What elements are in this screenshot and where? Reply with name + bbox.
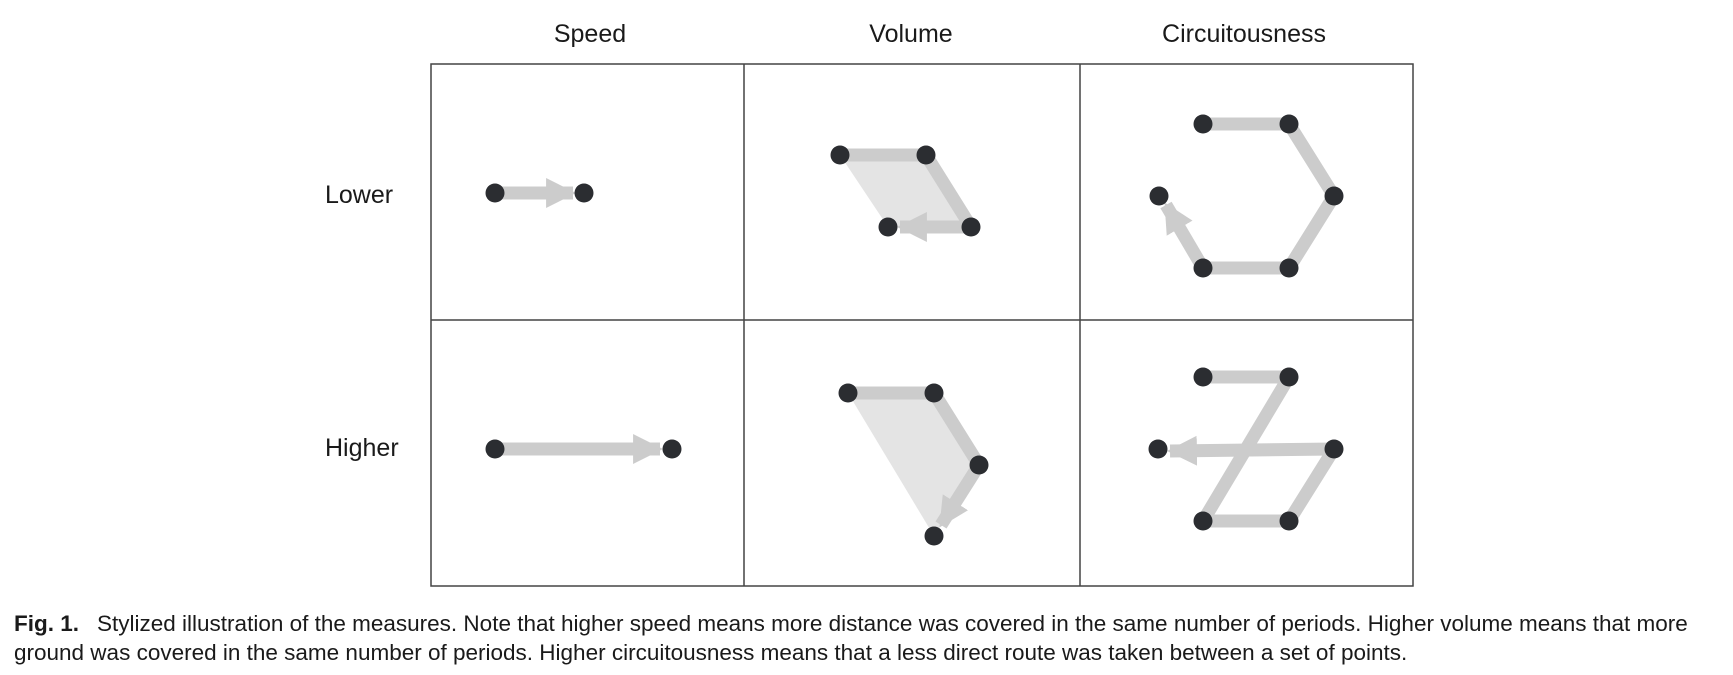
- movement-arrow: [935, 461, 985, 529]
- panel-speed-lower: [485, 178, 594, 208]
- location-point: [1279, 367, 1299, 387]
- measures-figure: Speed Volume Circuitousness Lower Higher: [325, 20, 1414, 587]
- location-point: [1279, 511, 1299, 531]
- location-point: [916, 145, 936, 165]
- location-point: [924, 383, 944, 403]
- location-point: [924, 526, 944, 546]
- location-point: [1324, 186, 1344, 206]
- location-point: [1324, 439, 1344, 459]
- location-point: [1193, 258, 1213, 278]
- location-point: [1193, 367, 1213, 387]
- panel-volume-lower: [830, 145, 981, 242]
- location-point: [1279, 114, 1299, 134]
- figure-label: Fig. 1.: [14, 611, 80, 636]
- caption-text: Stylized illustration of the measures. N…: [14, 611, 1688, 665]
- covered-area: [840, 155, 971, 227]
- row-header-lower: Lower: [325, 181, 393, 209]
- location-point: [1148, 439, 1168, 459]
- location-point: [485, 183, 505, 203]
- movement-path: [1203, 117, 1341, 275]
- location-point: [1149, 186, 1169, 206]
- location-point: [662, 439, 682, 459]
- location-point: [1193, 511, 1213, 531]
- location-point: [574, 183, 594, 203]
- location-point: [838, 383, 858, 403]
- location-point: [1279, 258, 1299, 278]
- location-point: [961, 217, 981, 237]
- location-point: [969, 455, 989, 475]
- panel-circuitousness-lower: [1149, 114, 1344, 278]
- location-point: [830, 145, 850, 165]
- column-header-volume: Volume: [869, 20, 952, 48]
- column-header-circuitousness: Circuitousness: [1162, 20, 1326, 48]
- location-point: [1193, 114, 1213, 134]
- panel-volume-higher: [838, 383, 989, 546]
- location-point: [485, 439, 505, 459]
- movement-path: [920, 151, 977, 231]
- figure-caption: Fig. 1. Stylized illustration of the meas…: [14, 609, 1729, 667]
- column-header-speed: Speed: [554, 20, 626, 48]
- movement-arrow: [1160, 201, 1209, 272]
- location-point: [878, 217, 898, 237]
- panel-speed-higher: [485, 434, 682, 464]
- panel-circuitousness-higher: [1148, 367, 1344, 531]
- panel-grid: [430, 63, 1414, 587]
- covered-area: [848, 393, 979, 536]
- movement-arrow: [1167, 435, 1335, 466]
- movement-path: [928, 389, 985, 469]
- row-header-higher: Higher: [325, 434, 399, 462]
